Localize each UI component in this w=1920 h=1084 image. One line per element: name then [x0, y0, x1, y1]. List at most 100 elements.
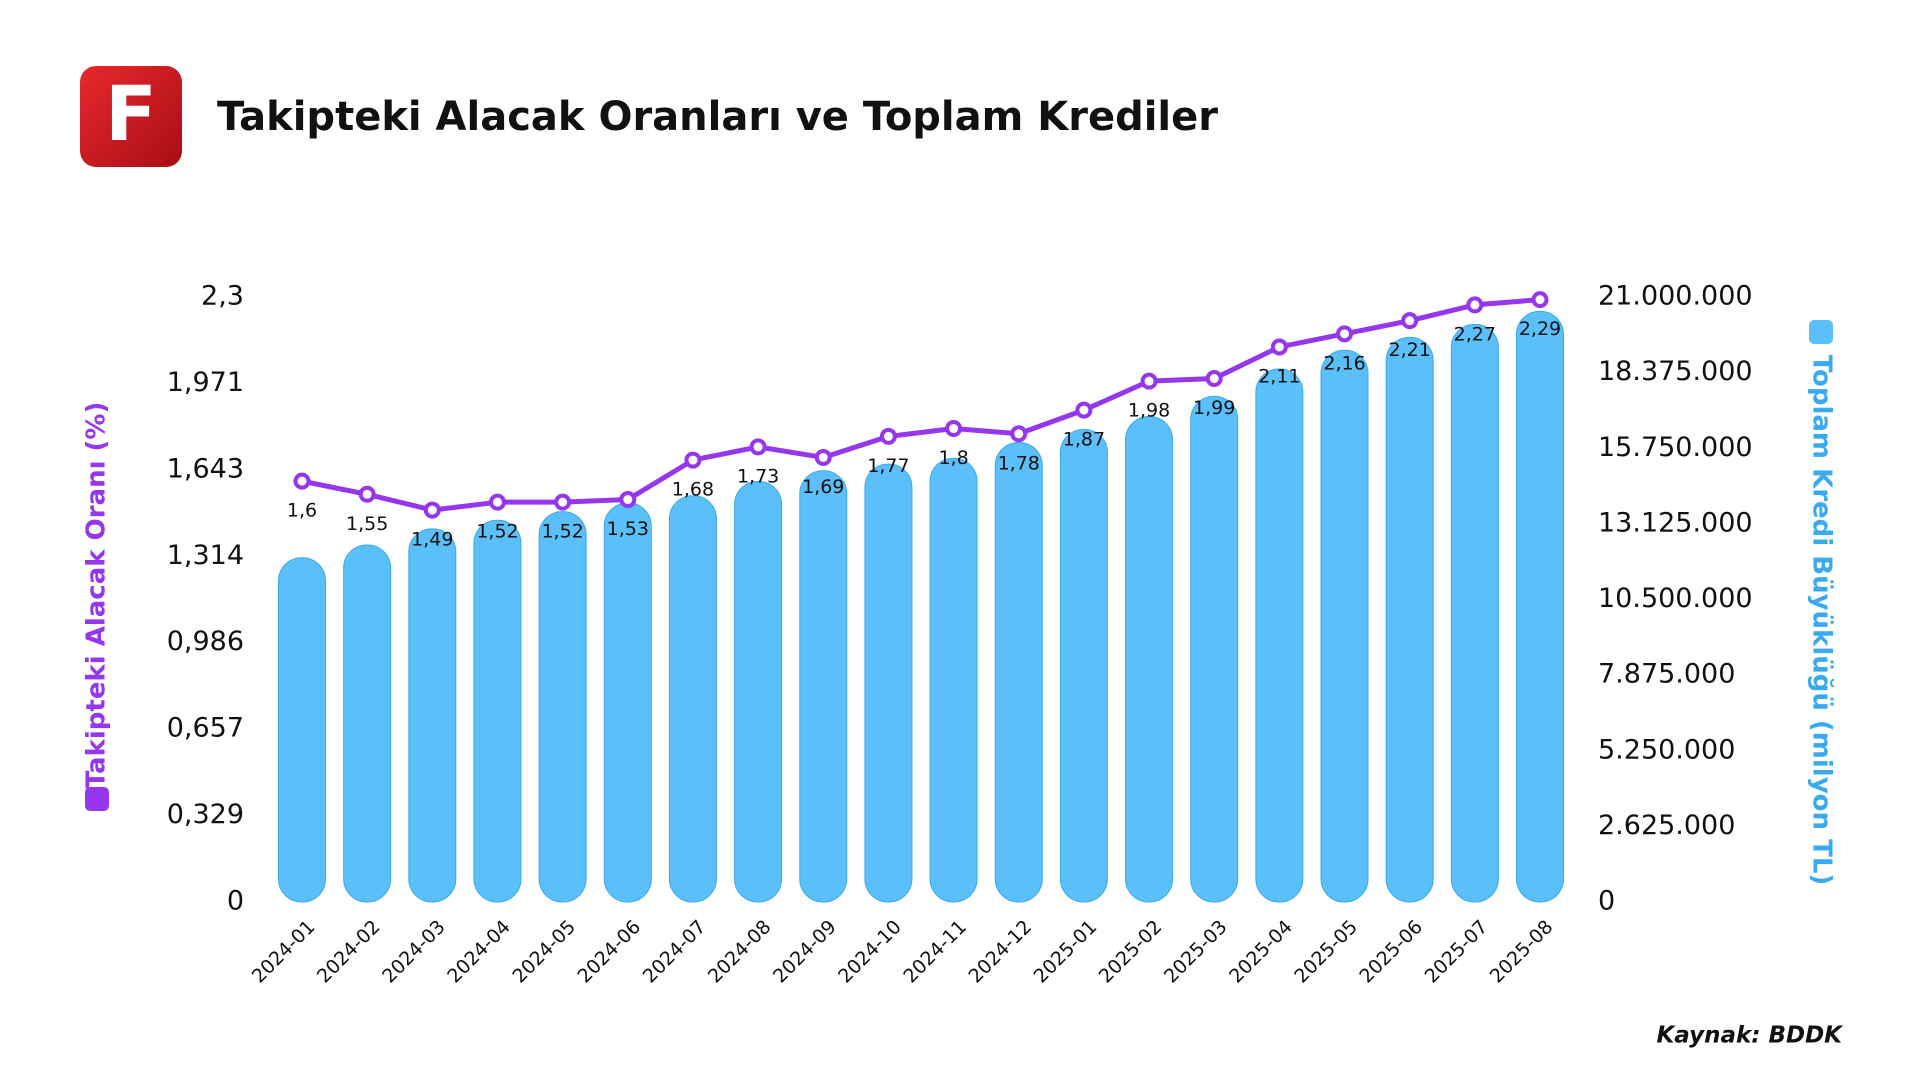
- yticks-label: 1,971: [167, 367, 244, 398]
- y2ticks-label: 10.500.000: [1598, 583, 1753, 614]
- x-tick-label: 2024-02: [313, 916, 385, 988]
- x-tick-label: 2024-10: [834, 916, 906, 988]
- point: [749, 438, 767, 456]
- data-label: 1,99: [1193, 397, 1235, 419]
- data-label: 2,21: [1389, 339, 1431, 361]
- point: [1336, 325, 1354, 343]
- point: [293, 472, 311, 490]
- x-tick-label: 2024-12: [964, 916, 1036, 988]
- data-label: 1,52: [541, 521, 583, 543]
- x-tick-label: 2025-07: [1421, 916, 1493, 988]
- yticks-label: 0,329: [167, 799, 244, 830]
- data-label: 1,78: [998, 452, 1040, 474]
- data-label: 1,52: [476, 521, 518, 543]
- x-tick-label: 2024-04: [443, 916, 515, 988]
- data-label: 1,68: [672, 479, 714, 501]
- point: [423, 501, 441, 519]
- x-tick-label: 2024-11: [899, 916, 971, 988]
- point: [814, 448, 832, 466]
- yticks-label: 1,643: [167, 453, 244, 484]
- bar: [1385, 336, 1434, 903]
- x-tick-label: 2024-09: [769, 916, 841, 988]
- y2ticks-label: 21.000.000: [1598, 281, 1753, 312]
- bar: [1320, 349, 1369, 903]
- data-label: 1,69: [802, 476, 844, 498]
- x-tick-label: 2025-04: [1225, 916, 1297, 988]
- point: [1205, 370, 1223, 388]
- point: [619, 491, 637, 509]
- y2ticks-label: 7.875.000: [1598, 659, 1735, 690]
- yticks-label: 1,314: [167, 540, 244, 571]
- line: [301, 297, 1541, 513]
- data-label: 2,29: [1519, 318, 1561, 340]
- x-tick-label: 2024-05: [508, 916, 580, 988]
- data-label: 1,55: [346, 513, 388, 535]
- x-tick-label: 2024-01: [248, 916, 320, 988]
- y2ticks-label: 0: [1598, 886, 1615, 917]
- point: [488, 493, 506, 511]
- bar: [864, 463, 913, 903]
- data-label: 2,16: [1323, 352, 1365, 374]
- bar: [668, 495, 717, 903]
- bar: [799, 470, 848, 903]
- data-label: 1,53: [607, 518, 649, 540]
- bar: [1255, 368, 1304, 903]
- y2ticks-label: 15.750.000: [1598, 432, 1753, 463]
- data-label: 1,87: [1063, 429, 1105, 451]
- bar: [994, 441, 1043, 903]
- bar: [408, 528, 457, 903]
- point: [1010, 425, 1028, 443]
- data-label: 1,49: [411, 529, 453, 551]
- point: [1270, 338, 1288, 356]
- bar: [343, 544, 392, 903]
- yticks-label: 0,657: [167, 713, 244, 744]
- x-tick-label: 2024-08: [704, 916, 776, 988]
- bar: [734, 480, 783, 903]
- yticks-label: 0: [227, 886, 244, 917]
- x-tick-label: 2024-07: [639, 916, 711, 988]
- bar: [1450, 323, 1499, 903]
- x-tick-label: 2025-08: [1486, 916, 1558, 988]
- data-label: 2,11: [1258, 365, 1300, 387]
- bar: [1125, 416, 1174, 903]
- x-tick-label: 2025-05: [1290, 916, 1362, 988]
- yticks-label: 0,986: [167, 626, 244, 657]
- x-tick-label: 2025-06: [1355, 916, 1427, 988]
- bar: [1516, 310, 1564, 903]
- data-label: 1,8: [938, 447, 968, 469]
- data-label: 1,77: [867, 455, 909, 477]
- point: [1466, 296, 1484, 314]
- point: [358, 485, 376, 503]
- point: [684, 451, 702, 469]
- x-tick-label: 2024-03: [378, 916, 450, 988]
- point: [1401, 312, 1419, 330]
- x-tick-label: 2024-06: [574, 916, 646, 988]
- bar: [538, 511, 587, 903]
- bar: [929, 457, 978, 903]
- bar: [278, 557, 326, 903]
- y-axis-title: Takipteki Alacak Oranı (%): [82, 402, 112, 789]
- bar: [473, 519, 522, 903]
- yticks-label: 2,3: [201, 281, 244, 312]
- bar: [603, 502, 652, 903]
- point: [1140, 372, 1158, 390]
- logo-box: [80, 66, 182, 167]
- y2ticks-label: 13.125.000: [1598, 507, 1753, 538]
- data-label: 2,27: [1454, 323, 1496, 345]
- source: Kaynak: BDDK: [1656, 1023, 1844, 1049]
- data-label: 1,98: [1128, 400, 1170, 422]
- x-tick-label: 2025-01: [1030, 916, 1102, 988]
- point: [1531, 291, 1549, 309]
- point: [1075, 401, 1093, 419]
- x-tick-label: 2025-03: [1160, 916, 1232, 988]
- y2ticks-label: 5.250.000: [1598, 734, 1735, 765]
- point: [879, 427, 897, 445]
- data-label: 1,6: [287, 500, 317, 522]
- data-label: 1,73: [737, 465, 779, 487]
- y2ticks-label: 2.625.000: [1598, 810, 1735, 841]
- bar: [1190, 395, 1239, 903]
- y2ticks-label: 18.375.000: [1598, 356, 1753, 387]
- legend-swatch: [1809, 320, 1833, 344]
